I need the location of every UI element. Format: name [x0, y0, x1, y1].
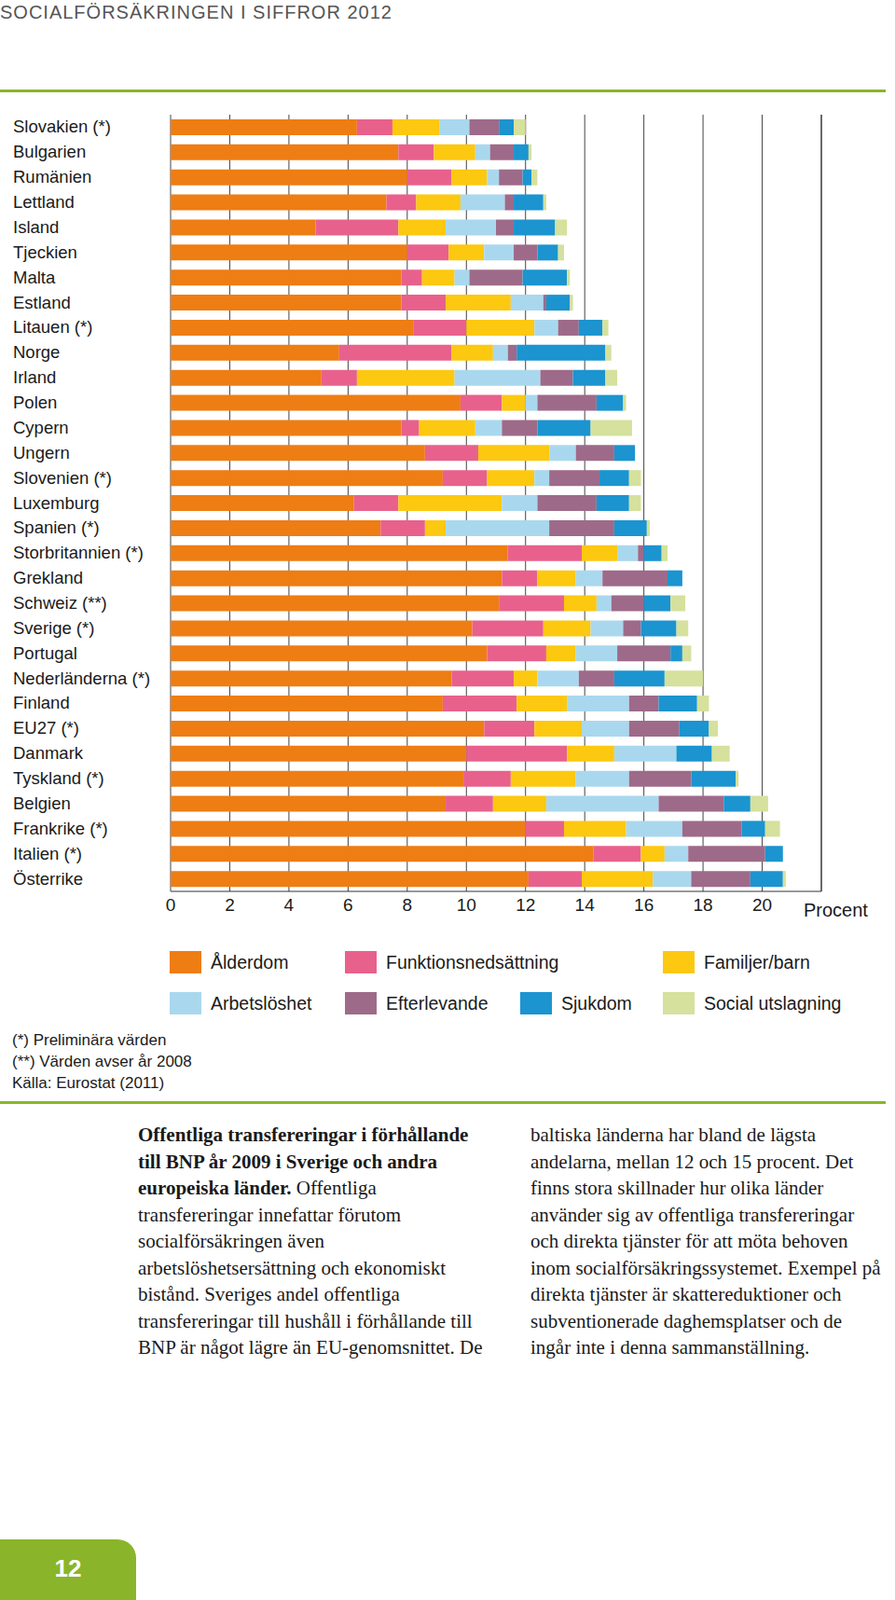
- svg-text:Luxemburg: Luxemburg: [13, 493, 100, 513]
- svg-text:12: 12: [515, 895, 536, 915]
- svg-text:Italien (*): Italien (*): [13, 843, 83, 864]
- svg-text:4: 4: [284, 895, 295, 915]
- svg-text:Tjeckien: Tjeckien: [13, 242, 78, 262]
- html-text:Källa: Eurostat (2011): Källa: Eurostat (2011): [12, 1074, 165, 1092]
- svg-text:8: 8: [402, 895, 414, 915]
- html-text:Ålderdom: Ålderdom: [210, 951, 289, 972]
- svg-text:Malta: Malta: [13, 267, 56, 288]
- html-text:Social utslagning: Social utslagning: [703, 992, 842, 1013]
- svg-text:10: 10: [456, 895, 477, 915]
- html-text:SOCIALFÖRSÄKRINGEN I SIFFROR 2: SOCIALFÖRSÄKRINGEN I SIFFROR 2012: [0, 1, 393, 23]
- svg-text:Portugal: Portugal: [13, 643, 78, 663]
- html-text:Arbetslöshet: Arbetslöshet: [210, 992, 312, 1013]
- svg-text:Island: Island: [13, 217, 59, 237]
- svg-text:Estland: Estland: [13, 292, 71, 313]
- svg-text:Spanien (*): Spanien (*): [13, 517, 100, 537]
- svg-text:16: 16: [633, 895, 654, 915]
- svg-text:6: 6: [343, 895, 354, 915]
- svg-text:Storbritannien (*): Storbritannien (*): [13, 542, 144, 563]
- svg-text:Lettland: Lettland: [13, 192, 75, 212]
- svg-text:Danmark: Danmark: [13, 743, 84, 763]
- svg-text:Irland: Irland: [13, 367, 56, 387]
- svg-text:Norge: Norge: [13, 342, 60, 362]
- svg-text:Cypern: Cypern: [13, 417, 69, 438]
- svg-text:Frankrike (*): Frankrike (*): [13, 818, 109, 839]
- html-text:12: 12: [54, 1554, 82, 1583]
- svg-text:20: 20: [752, 895, 772, 915]
- svg-text:Grekland: Grekland: [13, 567, 83, 588]
- svg-text:Schweiz (**): Schweiz (**): [13, 592, 108, 613]
- svg-text:Ungern: Ungern: [13, 442, 70, 463]
- html-text:Offentliga transfereringar i f: Offentliga transfereringar i förhållande…: [137, 1123, 881, 1359]
- svg-text:Bulgarien: Bulgarien: [13, 141, 86, 162]
- html-text:Funktionsnedsättning: Funktionsnedsättning: [385, 951, 559, 972]
- svg-text:Slovenien (*): Slovenien (*): [13, 468, 112, 488]
- html-text:(**) Värden avser år 2008: (**) Värden avser år 2008: [12, 1052, 192, 1071]
- html-text:Efterlevande: Efterlevande: [385, 992, 489, 1013]
- svg-text:Tyskland (*): Tyskland (*): [13, 768, 105, 788]
- svg-text:18: 18: [693, 895, 714, 915]
- svg-text:Österrike: Österrike: [13, 868, 83, 889]
- svg-text:Nederländerna (*): Nederländerna (*): [13, 668, 151, 689]
- html-text:(*) Preliminära värden: (*) Preliminära värden: [12, 1031, 167, 1049]
- svg-text:Belgien: Belgien: [13, 793, 71, 813]
- svg-text:Polen: Polen: [13, 392, 57, 413]
- svg-text:EU27 (*): EU27 (*): [13, 717, 80, 738]
- svg-text:Rumänien: Rumänien: [13, 166, 92, 187]
- html-text:Procent: Procent: [803, 899, 868, 921]
- svg-text:Finland: Finland: [13, 692, 70, 713]
- svg-text:Litauen (*): Litauen (*): [13, 316, 93, 337]
- svg-text:Slovakien (*): Slovakien (*): [13, 116, 111, 137]
- html-text:Sjukdom: Sjukdom: [561, 992, 633, 1013]
- svg-text:0: 0: [165, 895, 177, 915]
- svg-text:Sverige (*): Sverige (*): [13, 618, 95, 638]
- svg-text:14: 14: [575, 895, 596, 915]
- svg-text:2: 2: [224, 895, 235, 915]
- html-text:Familjer/barn: Familjer/barn: [703, 951, 810, 972]
